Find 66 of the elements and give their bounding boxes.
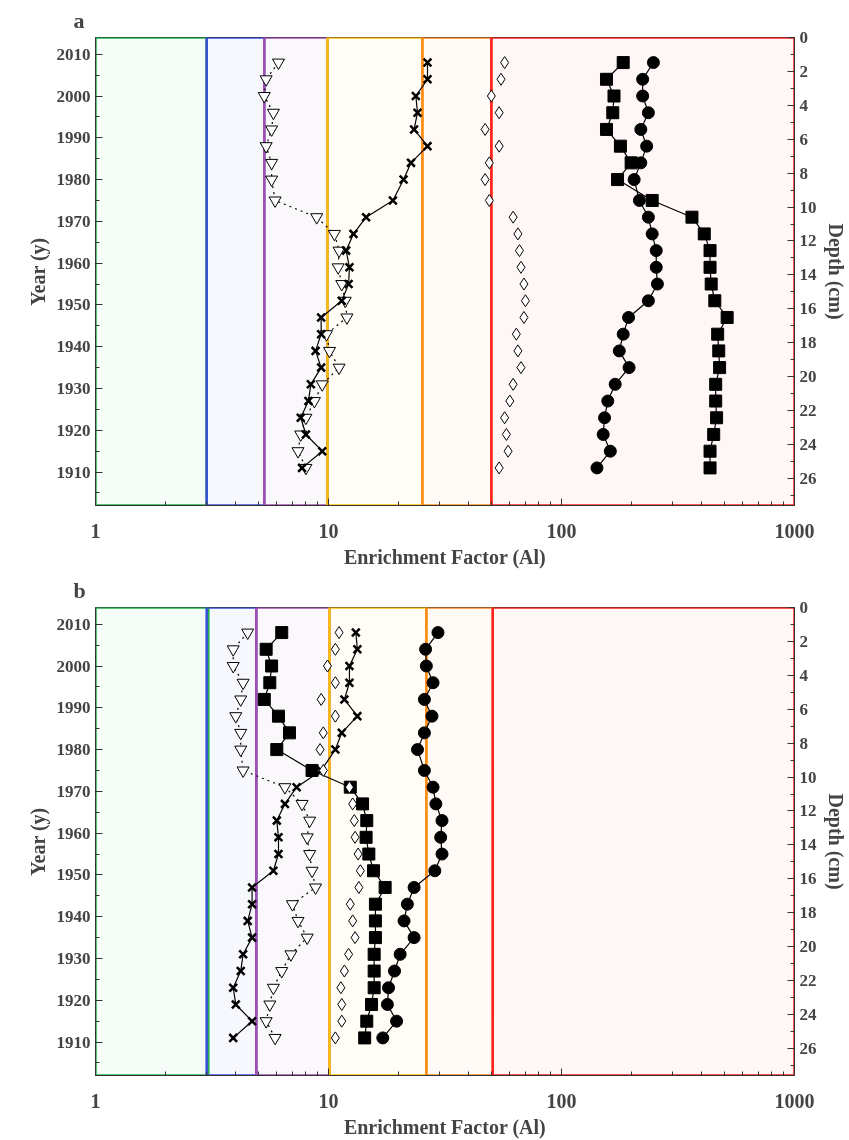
y-tick-label: 1980 (56, 740, 91, 760)
y2-tick-label: 14 (799, 265, 817, 285)
x-tick-label: 10 (318, 1089, 339, 1112)
y2-tick-label: 24 (799, 1004, 817, 1024)
y2-tick-label: 20 (799, 937, 817, 957)
y2-tick-label: 26 (799, 1038, 817, 1058)
y-tick-label: 2010 (56, 44, 91, 64)
y-tick-label: 1910 (56, 462, 91, 482)
y2-tick-label: 4 (799, 95, 809, 115)
y2-tick-label: 22 (799, 971, 817, 991)
y-axis-title: Year (y) (26, 237, 50, 306)
y2-tick-label: 12 (799, 231, 817, 251)
x-axis-title: Enrichment Factor (Al) (343, 545, 546, 569)
x-tick-label: 1 (90, 1089, 101, 1112)
y-tick-label: 1940 (56, 337, 91, 357)
x-tick-label: 100 (546, 1089, 577, 1112)
y-tick-label: 2000 (56, 86, 91, 106)
y2-tick-label: 6 (799, 129, 808, 149)
y-tick-label: 1960 (56, 253, 91, 273)
x-tick-label: 1000 (774, 1089, 815, 1112)
y2-tick-label: 6 (799, 699, 808, 719)
y-tick-label: 1920 (56, 990, 91, 1010)
y2-tick-label: 14 (799, 835, 817, 855)
y2-tick-label: 10 (799, 197, 817, 217)
x-tick-label: 10 (318, 519, 339, 542)
y-tick-label: 1910 (56, 1032, 91, 1052)
y-tick-label: 1990 (56, 128, 91, 148)
y2-tick-label: 2 (799, 61, 808, 81)
y2-tick-label: 26 (799, 468, 817, 488)
y2-tick-label: 18 (799, 333, 817, 353)
y-tick-label: 1940 (56, 907, 91, 927)
y2-tick-label: 16 (799, 299, 817, 319)
chart-title: b (73, 577, 86, 603)
y2-tick-label: 10 (799, 767, 817, 787)
y2-tick-label: 24 (799, 434, 817, 454)
chart-title: a (73, 7, 85, 33)
y2-tick-label: 0 (799, 28, 808, 47)
y-tick-label: 1970 (56, 211, 91, 231)
y2-tick-label: 20 (799, 367, 817, 387)
x-tick-label: 100 (546, 519, 577, 542)
y-axis-title: Year (y) (26, 807, 50, 876)
x-tick-label: 1 (90, 519, 101, 542)
y2-tick-label: 16 (799, 869, 817, 889)
y-tick-label: 2000 (56, 656, 91, 676)
y2-tick-label: 2 (799, 631, 808, 651)
y-tick-label: 1950 (56, 295, 91, 315)
y-tick-label: 1960 (56, 823, 91, 843)
y2-axis-title: Depth (cm) (823, 223, 847, 320)
x-tick-label: 1000 (774, 519, 815, 542)
y2-tick-label: 18 (799, 903, 817, 923)
y-tick-label: 1970 (56, 781, 91, 801)
y2-tick-label: 4 (799, 665, 809, 685)
y-tick-label: 1980 (56, 170, 91, 190)
y2-tick-label: 8 (799, 163, 808, 183)
y2-tick-label: 22 (799, 401, 817, 421)
y-tick-label: 2010 (56, 614, 91, 634)
y-tick-label: 1930 (56, 949, 91, 968)
y-tick-label: 1950 (56, 865, 91, 885)
y2-tick-label: 12 (799, 801, 817, 821)
y-tick-label: 1920 (56, 420, 91, 440)
x-axis-title: Enrichment Factor (Al) (343, 1115, 546, 1139)
y2-tick-label: 0 (799, 598, 808, 617)
y-tick-label: 1990 (56, 698, 91, 718)
y-tick-label: 1930 (56, 379, 91, 398)
y2-tick-label: 8 (799, 733, 808, 753)
y2-axis-title: Depth (cm) (823, 793, 847, 890)
